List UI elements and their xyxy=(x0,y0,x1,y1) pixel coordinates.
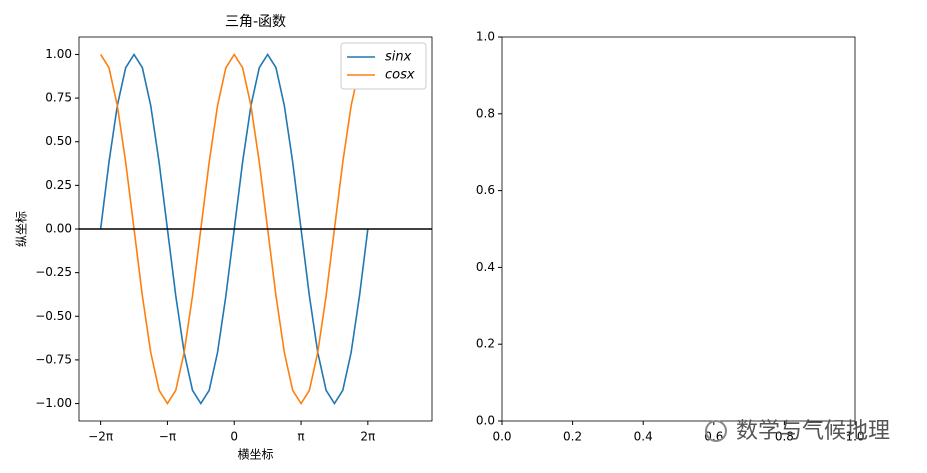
plot-area xyxy=(79,52,432,406)
watermark-text: 数学与气候地理 xyxy=(736,419,890,444)
y-tick-label: −0.50 xyxy=(35,309,72,323)
y-tick-label: 0.4 xyxy=(476,260,495,274)
x-tick-label: −2π xyxy=(88,430,113,444)
x-tick-label: 0.8 xyxy=(775,430,794,444)
y-tick-label: 0.0 xyxy=(476,414,495,428)
legend: sinx cosx xyxy=(340,42,427,90)
chart-title: 三角-函数 xyxy=(225,14,286,30)
y-tick-label: −0.25 xyxy=(35,265,72,279)
legend-box xyxy=(340,42,427,90)
y-tick-label: 1.00 xyxy=(45,47,72,61)
x-tick-label: 0.2 xyxy=(563,430,582,444)
x-tick-label: −π xyxy=(159,430,176,444)
y-tick-label: 0.6 xyxy=(476,183,495,197)
x-tick-label: π xyxy=(297,430,304,444)
x-axis-label: 横坐标 xyxy=(237,448,273,462)
y-axis-label: 纵坐标 xyxy=(15,211,29,247)
y-tick-label: −0.75 xyxy=(35,352,72,366)
x-tick-label: 2π xyxy=(360,430,375,444)
y-tick-label: 0.2 xyxy=(476,337,495,351)
axes-frame xyxy=(501,36,856,422)
legend-label: sinx xyxy=(385,50,412,65)
y-tick-label: 0.50 xyxy=(45,134,72,148)
y-tick-label: 0.00 xyxy=(45,222,72,236)
x-tick-label: 0.0 xyxy=(492,430,511,444)
x-tick-label: 0 xyxy=(230,430,238,444)
axes-frame xyxy=(78,36,433,422)
y-tick-label: 0.75 xyxy=(45,91,72,105)
watermark-icon xyxy=(705,420,727,442)
series-line xyxy=(99,52,369,406)
axes: −2π −π 0 π 2π −1.00 −0.75 −0.50 −0.25 0.00 0.25 0.5… xyxy=(15,14,433,462)
axes: 0.0 0.2 0.4 0.6 0.8 1.00.00.20.40.60.81.0 xyxy=(476,30,865,444)
y-tick-label: −1.00 xyxy=(35,396,72,410)
y-tick-label: 0.25 xyxy=(45,178,72,192)
watermark: 数学与气候地理 xyxy=(705,419,890,444)
x-tick-label: 1.0 xyxy=(845,430,864,444)
x-tick-label: 0.4 xyxy=(634,430,653,444)
y-tick-label: 1.0 xyxy=(476,30,495,44)
y-tick-label: 0.8 xyxy=(476,106,495,120)
legend-label: cosx xyxy=(385,68,415,83)
